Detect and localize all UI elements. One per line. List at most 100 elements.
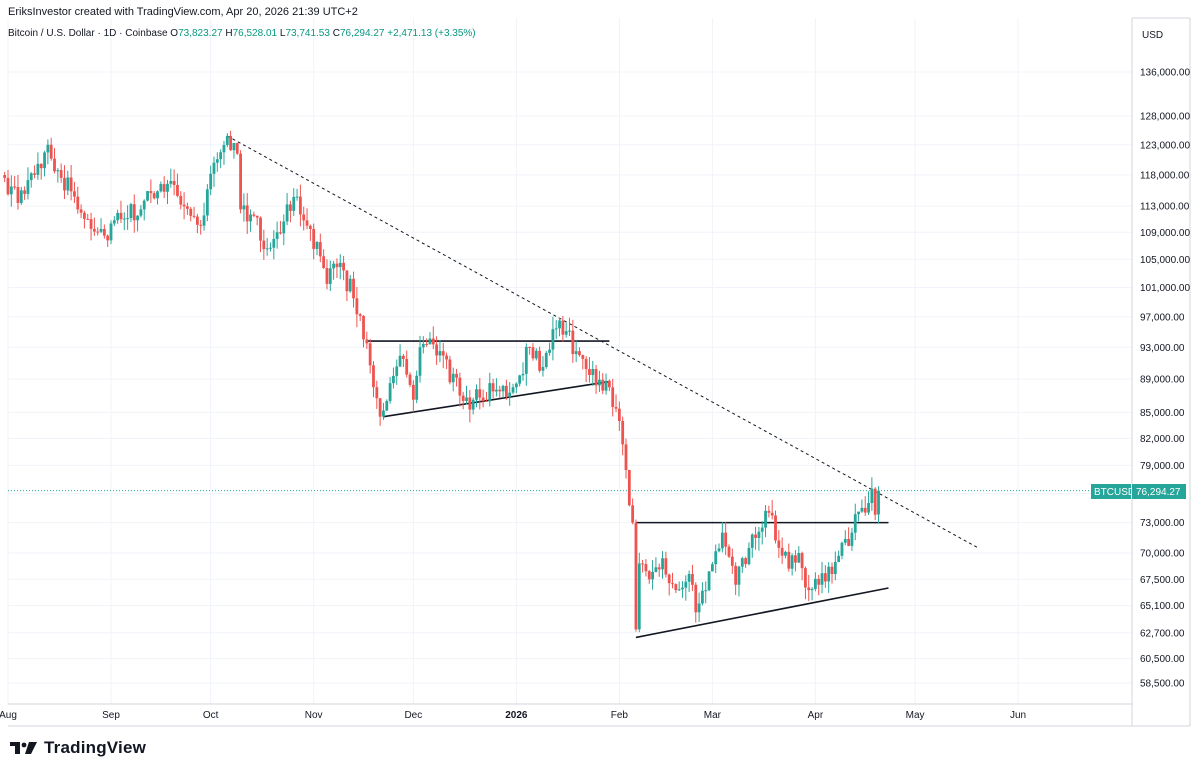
y-tick-label: 67,500.00 — [1140, 575, 1185, 586]
candle-body — [411, 384, 415, 400]
candle — [16, 175, 20, 210]
candle — [169, 168, 173, 188]
candle-body — [611, 387, 615, 407]
candle — [392, 367, 395, 389]
candle — [840, 541, 844, 560]
candle — [647, 570, 651, 584]
candle — [255, 215, 259, 226]
candle — [23, 186, 27, 200]
candle-body — [657, 567, 661, 570]
candle-body — [126, 218, 130, 220]
candle — [727, 544, 731, 559]
candle — [707, 571, 711, 592]
candle-body — [245, 205, 249, 222]
candle — [574, 340, 578, 363]
candle — [269, 242, 272, 252]
trend-lines — [227, 135, 979, 639]
x-tick-label: 2026 — [505, 710, 528, 721]
candle — [398, 344, 402, 368]
candle-body — [787, 551, 791, 569]
candle — [13, 175, 17, 190]
candle — [488, 372, 492, 407]
candle — [455, 368, 458, 387]
price-axis-ticks[interactable]: 136,000.00 128,000.00 123,000.00 118,000.00… — [1140, 68, 1190, 690]
candle-body — [544, 352, 548, 367]
candle — [571, 319, 575, 363]
tradingview-logo[interactable]: TradingView — [10, 738, 146, 758]
currency-label[interactable]: USD — [1142, 30, 1163, 41]
candle-body — [740, 558, 744, 567]
y-tick-label: 89,000.00 — [1140, 375, 1185, 386]
candle-body — [581, 355, 585, 359]
candle — [514, 382, 518, 394]
candle — [99, 218, 103, 234]
candle-body — [249, 214, 252, 222]
candle-body — [681, 587, 684, 590]
candle — [39, 163, 43, 180]
candle-body — [205, 189, 209, 216]
candle-body — [501, 385, 505, 392]
candle-body — [485, 400, 488, 402]
time-axis-ticks[interactable]: Aug Sep Oct Nov Dec 2026 Feb Mar Apr May Jun — [0, 710, 1026, 721]
candle — [219, 149, 223, 169]
candle-body — [189, 208, 193, 216]
candle-body — [342, 262, 345, 271]
candle-body — [438, 351, 442, 356]
candle-body — [305, 220, 309, 226]
candle-body — [202, 215, 206, 226]
candle — [43, 150, 46, 177]
candle-body — [591, 369, 595, 376]
candle-body — [578, 351, 581, 356]
candle — [694, 582, 698, 623]
candle-body — [873, 488, 877, 515]
candle — [724, 521, 728, 556]
candle-body — [554, 328, 558, 330]
candle — [584, 356, 588, 383]
candle-body — [59, 170, 63, 178]
candle — [86, 213, 90, 220]
candle-body — [69, 177, 73, 192]
candle — [179, 191, 183, 210]
candle — [116, 209, 120, 224]
candle-body — [23, 190, 27, 194]
candle-body — [691, 574, 694, 585]
candle-body — [292, 196, 296, 211]
candle — [298, 184, 302, 227]
candle — [498, 385, 502, 399]
candle — [176, 173, 179, 198]
candle — [787, 543, 791, 572]
candle-body — [877, 490, 880, 515]
candle — [6, 170, 10, 196]
candle-body — [774, 515, 777, 541]
candle — [468, 390, 472, 423]
candle — [441, 342, 445, 369]
candle-body — [747, 547, 751, 565]
candle — [634, 519, 638, 632]
candle-body — [395, 366, 399, 376]
candle — [704, 581, 708, 604]
candle-body — [541, 366, 545, 371]
candle — [591, 360, 595, 386]
candle-body — [534, 350, 538, 359]
candle — [810, 587, 814, 601]
legend-row[interactable]: Bitcoin / U.S. Dollar · 1D · Coinbase O7… — [8, 28, 476, 39]
candle — [661, 551, 664, 579]
candle — [362, 315, 365, 348]
candle — [415, 370, 419, 404]
candle — [275, 221, 279, 249]
y-tick-label: 93,000.00 — [1140, 343, 1185, 354]
candle — [654, 557, 658, 573]
candle-body — [631, 505, 635, 523]
candle-body — [392, 375, 395, 384]
candle-body — [571, 330, 575, 355]
candle — [119, 200, 123, 223]
candle — [162, 176, 166, 199]
candle — [521, 362, 525, 381]
candle-body — [99, 229, 103, 232]
candle-body — [511, 387, 515, 393]
candle-body — [259, 217, 262, 241]
candle-body — [800, 553, 804, 569]
candle — [465, 385, 468, 405]
